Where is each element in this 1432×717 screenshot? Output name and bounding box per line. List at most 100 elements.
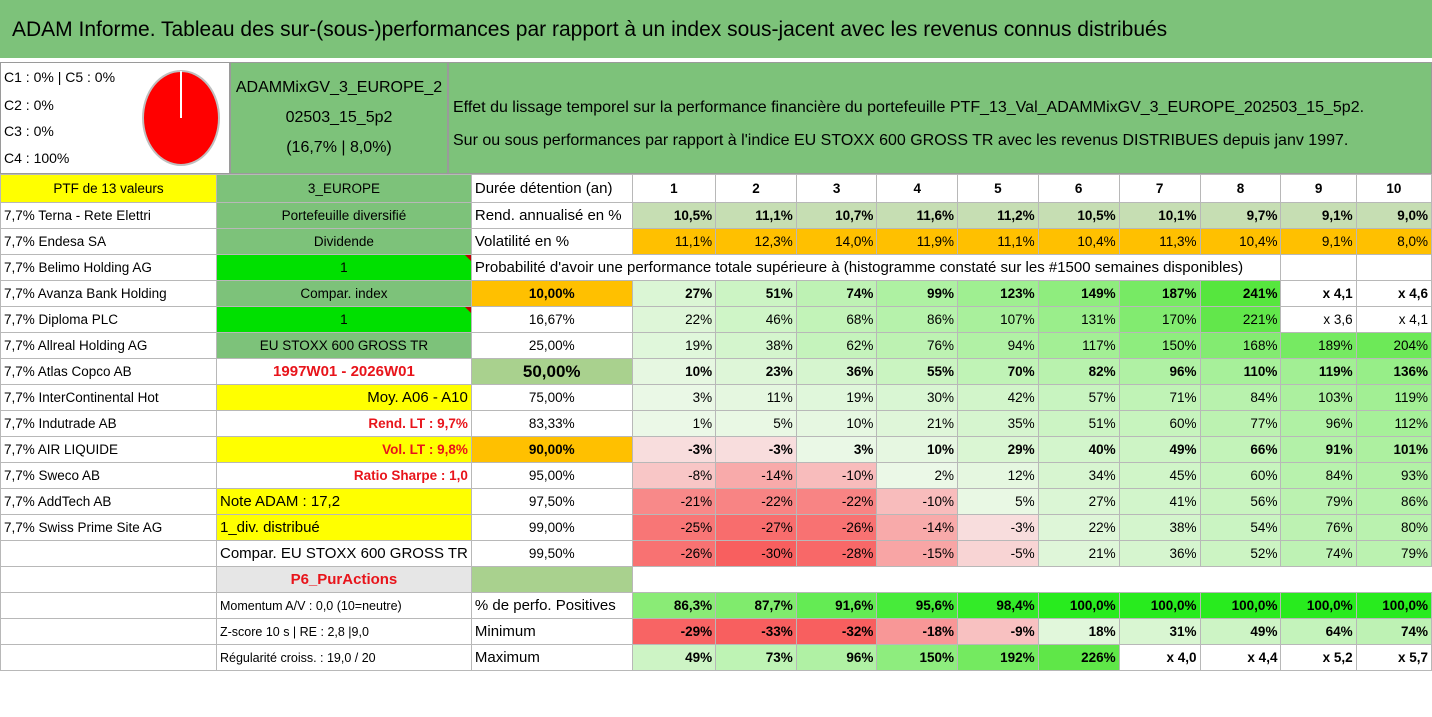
volatility-value: 12,3% bbox=[715, 228, 797, 255]
probability-value: 55% bbox=[876, 358, 959, 385]
table-row: Régularité croiss. : 19,0 / 20 Maximum 49%… bbox=[0, 644, 1432, 671]
probability-value: 99% bbox=[876, 280, 959, 307]
empty-cell bbox=[0, 540, 217, 567]
probability-value: 54% bbox=[1199, 514, 1282, 541]
diversified-label: Portefeuille diversifié bbox=[216, 202, 472, 229]
probability-value: 38% bbox=[1118, 514, 1201, 541]
annual-return-value: 10,1% bbox=[1118, 202, 1201, 229]
table-row: 7,7% Terna - Rete Elettri Portefeuille di… bbox=[0, 202, 1432, 229]
probability-value: 22% bbox=[1037, 514, 1120, 541]
annual-return-value: 11,1% bbox=[715, 202, 797, 229]
probability-value: 241% bbox=[1199, 280, 1282, 307]
empty-cell bbox=[1356, 567, 1431, 593]
probability-value: 74% bbox=[1280, 540, 1357, 567]
probability-value: 42% bbox=[957, 384, 1039, 411]
probability-level: 16,67% bbox=[470, 306, 633, 333]
positive-perf-value: 100,0% bbox=[1118, 592, 1201, 619]
probability-value: 112% bbox=[1355, 410, 1432, 437]
probability-value: -3% bbox=[715, 436, 797, 463]
probability-value: x 4,1 bbox=[1280, 280, 1357, 307]
volatility-value: 9,1% bbox=[1280, 228, 1357, 255]
annual-return-value: 11,6% bbox=[876, 202, 959, 229]
probability-level: 99,50% bbox=[470, 540, 633, 567]
positive-perf-value: 100,0% bbox=[1280, 592, 1357, 619]
table-row: 7,7% Diploma PLC 1 16,67% 22% 46% 68% 86% 107% 1… bbox=[0, 306, 1432, 333]
probability-value: 150% bbox=[1118, 332, 1201, 359]
empty-cell bbox=[470, 566, 633, 593]
empty-cell bbox=[632, 567, 716, 593]
probability-level: 99,00% bbox=[470, 514, 633, 541]
performance-table: PTF de 13 valeurs 3_EUROPE Durée détention… bbox=[0, 174, 1432, 671]
table-row: 7,7% Atlas Copco AB 1997W01 - 2026W01 50,0… bbox=[0, 358, 1432, 385]
year-header: 6 bbox=[1037, 174, 1120, 203]
pie-legend-cell: C1 : 0% | C5 : 0% C2 : 0% C3 : 0% C4 : 1… bbox=[0, 62, 230, 174]
probability-value: 56% bbox=[1199, 488, 1282, 515]
probability-value: 10% bbox=[876, 436, 959, 463]
minimum-value: 18% bbox=[1037, 618, 1120, 645]
probability-value: 27% bbox=[631, 280, 717, 307]
probability-value: 86% bbox=[1355, 488, 1432, 515]
annual-return-value: 9,0% bbox=[1355, 202, 1432, 229]
maximum-value: 226% bbox=[1037, 644, 1120, 671]
probability-value: 62% bbox=[795, 332, 878, 359]
empty-cell bbox=[0, 566, 217, 593]
regularity-label: Régularité croiss. : 19,0 / 20 bbox=[216, 644, 472, 671]
probability-value: -28% bbox=[795, 540, 878, 567]
table-row: 7,7% Allreal Holding AG EU STOXX 600 GROS… bbox=[0, 332, 1432, 359]
table-row: 7,7% Avanza Bank Holding Compar. index 10,… bbox=[0, 280, 1432, 307]
minimum-value: 31% bbox=[1118, 618, 1201, 645]
annual-return-value: 9,7% bbox=[1199, 202, 1282, 229]
probability-value: 35% bbox=[957, 410, 1039, 437]
probability-value: -26% bbox=[795, 514, 878, 541]
maximum-value: 150% bbox=[876, 644, 959, 671]
probability-value: x 4,6 bbox=[1355, 280, 1432, 307]
year-header: 2 bbox=[715, 174, 797, 203]
table-row: 7,7% AIR LIQUIDE Vol. LT : 9,8% 90,00% -3% -… bbox=[0, 436, 1432, 463]
probability-value: -22% bbox=[795, 488, 878, 515]
region-cell: 3_EUROPE bbox=[216, 174, 472, 203]
maximum-value: 192% bbox=[957, 644, 1039, 671]
probability-value: 3% bbox=[631, 384, 717, 411]
probability-value: 84% bbox=[1280, 462, 1357, 489]
maximum-value: 73% bbox=[715, 644, 797, 671]
probability-value: 11% bbox=[715, 384, 797, 411]
probability-value: x 3,6 bbox=[1280, 306, 1357, 333]
probability-value: 27% bbox=[1037, 488, 1120, 515]
empty-cell bbox=[796, 567, 877, 593]
probability-title: Probabilité d'avoir une performance tota… bbox=[470, 254, 1282, 281]
ptf-count-cell: PTF de 13 valeurs bbox=[0, 174, 217, 203]
annual-return-label: Rend. annualisé en % bbox=[470, 202, 633, 229]
probability-level: 75,00% bbox=[470, 384, 633, 411]
maximum-value: x 4,0 bbox=[1118, 644, 1201, 671]
maximum-value: x 4,4 bbox=[1199, 644, 1282, 671]
probability-value: 131% bbox=[1037, 306, 1120, 333]
allocation-pie-chart bbox=[142, 70, 220, 166]
probability-value: -27% bbox=[715, 514, 797, 541]
probability-value: 29% bbox=[957, 436, 1039, 463]
year-header: 10 bbox=[1355, 174, 1432, 203]
probability-value: 82% bbox=[1037, 358, 1120, 385]
average-label: Moy. A06 - A10 bbox=[216, 384, 472, 411]
probability-value: 10% bbox=[795, 410, 878, 437]
positive-perf-value: 100,0% bbox=[1199, 592, 1282, 619]
annual-return-value: 9,1% bbox=[1280, 202, 1357, 229]
probability-value: 170% bbox=[1118, 306, 1201, 333]
empty-cell bbox=[0, 592, 217, 619]
probability-value: 91% bbox=[1280, 436, 1357, 463]
probability-value: 119% bbox=[1355, 384, 1432, 411]
minimum-value: 49% bbox=[1199, 618, 1282, 645]
description-cell: Effet du lissage temporel sur la perform… bbox=[448, 62, 1432, 174]
probability-value: 12% bbox=[957, 462, 1039, 489]
maximum-value: x 5,7 bbox=[1355, 644, 1432, 671]
probability-value: 70% bbox=[957, 358, 1039, 385]
probability-value: 101% bbox=[1355, 436, 1432, 463]
probability-value: -3% bbox=[957, 514, 1039, 541]
probability-value: 77% bbox=[1199, 410, 1282, 437]
empty-cell bbox=[1280, 254, 1357, 281]
probability-value: 46% bbox=[715, 306, 797, 333]
minimum-value: -9% bbox=[957, 618, 1039, 645]
volatility-value: 11,1% bbox=[957, 228, 1039, 255]
year-header: 5 bbox=[957, 174, 1039, 203]
probability-value: -5% bbox=[957, 540, 1039, 567]
holding-name: 7,7% Diploma PLC bbox=[0, 306, 217, 333]
